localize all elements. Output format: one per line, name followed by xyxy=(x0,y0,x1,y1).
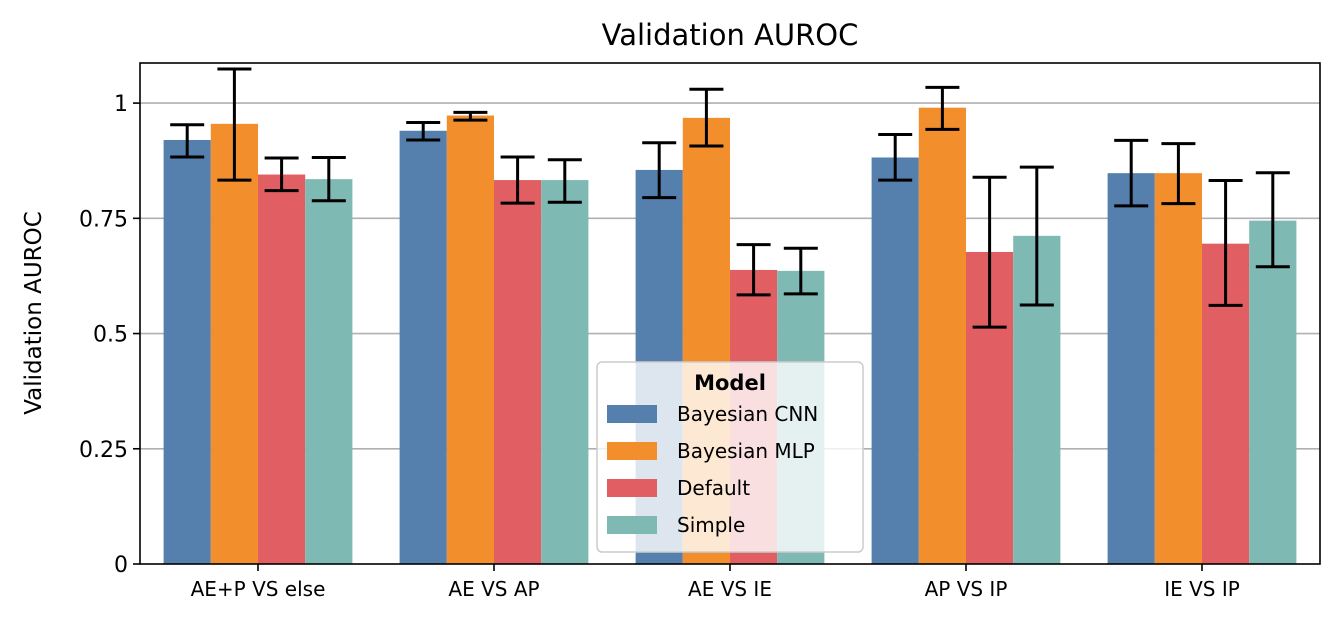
error-bars xyxy=(170,67,1290,329)
x-tick-label: AE+P VS else xyxy=(191,577,326,601)
y-axis-label: Validation AUROC xyxy=(21,211,47,415)
legend-swatch xyxy=(607,405,657,423)
bar xyxy=(258,174,306,564)
bar xyxy=(541,180,589,564)
y-tick-label: 0 xyxy=(114,553,128,578)
bar xyxy=(1154,173,1202,565)
legend-swatch xyxy=(607,479,657,497)
bar xyxy=(1107,173,1155,565)
legend: Model Bayesian CNN Bayesian MLP Default Sim… xyxy=(596,361,864,553)
y-tick-label: 0.75 xyxy=(79,207,128,232)
legend-box xyxy=(596,361,864,553)
legend-swatch xyxy=(607,442,657,460)
legend-label: Default xyxy=(677,476,750,500)
y-tick-label: 1 xyxy=(114,92,128,117)
y-tick-label: 0.5 xyxy=(93,323,128,348)
bar xyxy=(210,123,258,565)
chart-title: Validation AUROC xyxy=(602,18,859,52)
bar xyxy=(446,115,494,564)
bar xyxy=(871,157,919,565)
legend-label: Bayesian CNN xyxy=(677,402,818,426)
bar xyxy=(918,107,966,564)
x-tick-label: AP VS IP xyxy=(925,577,1008,601)
x-tick-label: AE VS AP xyxy=(448,577,539,601)
bar xyxy=(1249,220,1297,564)
legend-swatch xyxy=(607,516,657,534)
bar xyxy=(163,139,211,564)
bar xyxy=(305,179,353,564)
x-axis-ticks: AE+P VS else AE VS AP AE VS IE AP VS IP IE V… xyxy=(191,564,1240,601)
x-tick-label: IE VS IP xyxy=(1164,577,1240,601)
legend-label: Bayesian MLP xyxy=(677,439,815,463)
y-tick-label: 0.25 xyxy=(79,438,128,463)
bar xyxy=(494,180,542,564)
x-tick-label: AE VS IE xyxy=(688,577,772,601)
bar xyxy=(399,130,447,564)
legend-label: Simple xyxy=(677,513,745,537)
y-axis-ticks: 0 0.25 0.5 0.75 1 xyxy=(79,92,140,578)
legend-title: Model xyxy=(694,371,766,395)
